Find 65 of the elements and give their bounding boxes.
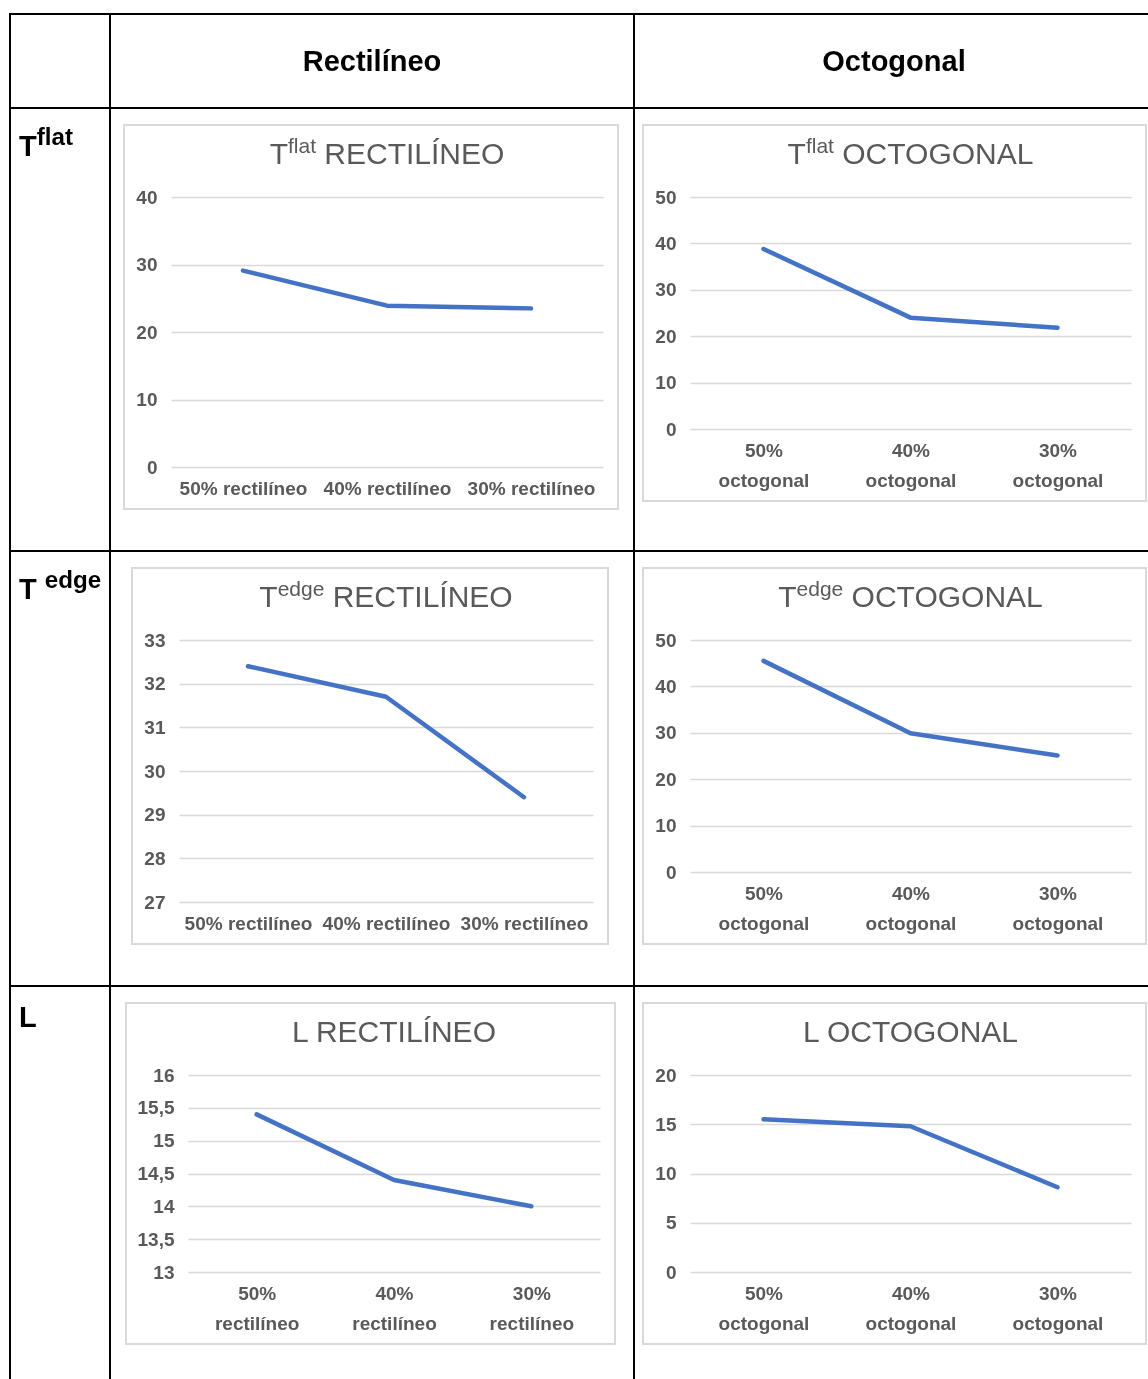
x-tick-label: 50% octogonal: [718, 439, 810, 491]
chart-title: T$^{flat}$ RECTILÍNEO: [269, 133, 505, 170]
text: T $^{edge}$: [10, 551, 110, 986]
y-tick-label: 0: [665, 1261, 677, 1283]
y-tick-label: 27: [144, 891, 166, 913]
x-tick-label: 30% octogonal: [1012, 439, 1104, 491]
chart-title: T$^{flat}$ OCTOGONAL: [787, 133, 1034, 170]
y-tick-label: 5: [665, 1212, 677, 1234]
x-tick-label: 40% rectilíneo: [352, 1282, 437, 1334]
y-tick-label: 0: [665, 861, 677, 883]
y-tick-label: 40: [655, 675, 677, 697]
y-tick-label: 15: [153, 1130, 175, 1152]
y-tick-label: 30: [136, 254, 158, 275]
x-tick-label: 30% octogonal: [1012, 882, 1104, 934]
x-tick-label: 50% rectilíneo: [184, 912, 313, 934]
y-tick-label: 20: [655, 1064, 677, 1086]
chart-title: L RECTILÍNEO: [292, 1015, 496, 1048]
text: Octogonal: [634, 14, 1148, 108]
x-tick-label: 30% octogonal: [1012, 1282, 1104, 1334]
y-tick-label: 16: [153, 1064, 175, 1086]
y-tick-label: 50: [655, 186, 677, 208]
chart-title: T$^{edge}$ OCTOGONAL: [778, 576, 1043, 613]
x-tick-label: 30% rectilíneo: [467, 477, 596, 499]
text: T$^{flat}$: [10, 108, 110, 551]
y-tick-label: 15,5: [137, 1097, 175, 1119]
y-tick-label: 13: [153, 1261, 175, 1283]
y-tick-label: 10: [136, 389, 158, 410]
x-tick-label: 40% octogonal: [865, 1282, 957, 1334]
y-tick-label: 40: [136, 186, 158, 208]
text: L: [10, 986, 110, 1379]
y-tick-label: 14,5: [137, 1163, 175, 1184]
y-tick-label: 50: [655, 629, 677, 651]
y-tick-label: 10: [655, 372, 677, 394]
y-tick-label: 30: [655, 279, 677, 301]
y-tick-label: 40: [655, 232, 677, 254]
y-tick-label: 0: [146, 456, 158, 478]
chart-title: L OCTOGONAL: [802, 1015, 1019, 1048]
y-tick-label: 33: [144, 629, 166, 651]
x-tick-label: 50% octogonal: [718, 1282, 810, 1334]
y-tick-label: 13,5: [137, 1228, 175, 1250]
y-tick-label: 30: [144, 760, 166, 782]
x-tick-label: 40% rectilíneo: [322, 912, 451, 934]
x-tick-label: 40% rectilíneo: [323, 477, 452, 499]
x-tick-label: 30% rectilíneo: [460, 912, 589, 934]
x-tick-label: 30% rectilíneo: [489, 1282, 575, 1334]
y-tick-label: 20: [655, 768, 677, 790]
y-tick-label: 10: [655, 1163, 677, 1184]
y-tick-label: 14: [153, 1195, 175, 1217]
text: Rectilíneo: [110, 14, 634, 108]
y-tick-label: 10: [655, 815, 677, 837]
x-tick-label: 50% rectilíneo: [179, 477, 308, 499]
y-tick-label: 31: [144, 716, 166, 738]
y-tick-label: 20: [655, 325, 677, 347]
y-tick-label: 20: [136, 321, 158, 343]
y-tick-label: 28: [144, 847, 166, 869]
x-tick-label: 50% octogonal: [718, 882, 810, 934]
y-tick-label: 29: [144, 804, 166, 826]
x-tick-label: 50% rectilíneo: [214, 1282, 300, 1334]
y-tick-label: 15: [655, 1113, 677, 1135]
y-tick-label: 0: [665, 418, 677, 440]
chart-title: T$^{edge}$ RECTILÍNEO: [259, 576, 513, 613]
x-tick-label: 40% octogonal: [865, 882, 957, 934]
y-tick-label: 30: [655, 722, 677, 744]
y-tick-label: 32: [144, 673, 166, 695]
x-tick-label: 40% octogonal: [865, 439, 957, 491]
